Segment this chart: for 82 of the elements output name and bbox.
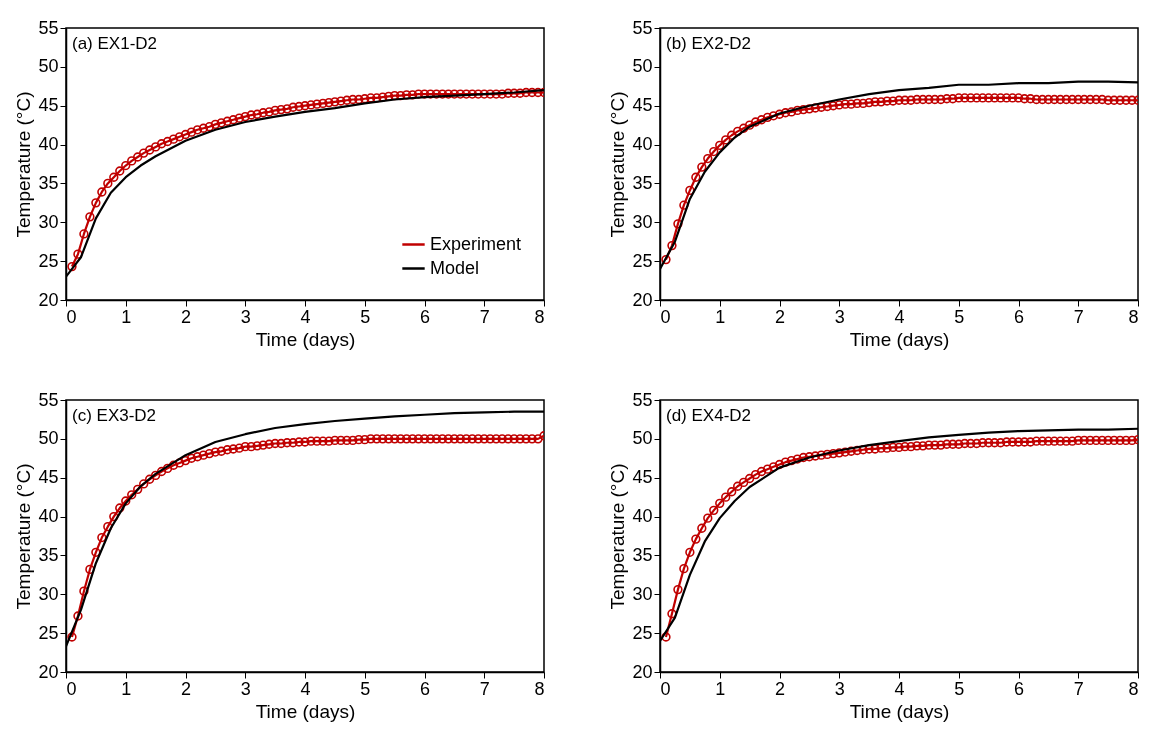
legend-label: Experiment <box>430 233 522 254</box>
y-tick-label: 40 <box>38 134 59 155</box>
y-tick-label: 45 <box>38 467 59 488</box>
y-tick-label: 30 <box>38 583 59 604</box>
x-tick-label: 3 <box>240 306 251 327</box>
y-tick-label: 50 <box>38 56 59 77</box>
y-tick-label: 35 <box>38 172 59 193</box>
x-tick-label: 6 <box>419 306 431 327</box>
y-tick-label: 20 <box>38 289 59 310</box>
x-tick-label: 7 <box>479 678 490 699</box>
y-tick-label: 55 <box>632 17 653 38</box>
x-tick-label: 0 <box>66 306 77 327</box>
x-tick-label: 0 <box>660 306 671 327</box>
y-tick-label: 30 <box>38 211 59 232</box>
x-tick-label: 6 <box>419 678 431 699</box>
y-tick-label: 45 <box>632 95 653 116</box>
x-tick-label: 4 <box>300 306 311 327</box>
x-tick-label: 2 <box>774 306 786 327</box>
x-tick-label: 1 <box>121 678 132 699</box>
x-axis-title: Time (days) <box>255 700 356 722</box>
x-tick-label: 1 <box>715 678 726 699</box>
x-tick-label: 8 <box>534 678 545 699</box>
y-tick-label: 50 <box>632 428 653 449</box>
x-tick-label: 5 <box>360 306 371 327</box>
x-tick-label: 2 <box>774 678 786 699</box>
y-tick-label: 35 <box>632 544 653 565</box>
y-tick-label: 25 <box>38 250 59 271</box>
y-tick-label: 30 <box>632 583 653 604</box>
x-tick-label: 7 <box>479 306 490 327</box>
x-tick-label: 0 <box>660 678 671 699</box>
x-tick-label: 0 <box>66 678 77 699</box>
x-tick-label: 1 <box>121 306 132 327</box>
x-tick-label: 2 <box>180 306 192 327</box>
x-tick-label: 8 <box>1128 678 1139 699</box>
x-tick-label: 4 <box>300 678 311 699</box>
annotation: (d) EX4-D2 <box>666 406 752 425</box>
legend-label: Model <box>430 257 480 278</box>
x-tick-label: 2 <box>180 678 192 699</box>
x-tick-label: 6 <box>1013 678 1025 699</box>
y-tick-label: 20 <box>632 661 653 682</box>
y-tick-label: 40 <box>38 506 59 527</box>
x-tick-label: 4 <box>894 678 905 699</box>
y-axis-title: Temperature (°C) <box>13 463 35 610</box>
y-tick-label: 20 <box>38 661 59 682</box>
y-tick-label: 55 <box>38 389 59 410</box>
x-tick-label: 5 <box>954 678 965 699</box>
y-tick-label: 30 <box>632 211 653 232</box>
y-tick-label: 40 <box>632 134 653 155</box>
x-tick-label: 5 <box>954 306 965 327</box>
y-tick-label: 55 <box>38 17 59 38</box>
y-tick-label: 35 <box>38 544 59 565</box>
y-tick-label: 55 <box>632 389 653 410</box>
annotation: (b) EX2-D2 <box>666 34 752 53</box>
x-axis-title: Time (days) <box>849 328 950 350</box>
y-tick-label: 25 <box>632 622 653 643</box>
y-axis-title: Temperature (°C) <box>607 463 629 610</box>
y-axis-title: Temperature (°C) <box>607 91 629 238</box>
y-tick-label: 35 <box>632 172 653 193</box>
x-tick-label: 3 <box>834 306 845 327</box>
x-tick-label: 6 <box>1013 306 1025 327</box>
y-tick-label: 45 <box>38 95 59 116</box>
y-tick-label: 40 <box>632 506 653 527</box>
x-tick-label: 3 <box>240 678 251 699</box>
y-tick-label: 50 <box>632 56 653 77</box>
x-tick-label: 8 <box>534 306 545 327</box>
y-tick-label: 20 <box>632 289 653 310</box>
x-axis-title: Time (days) <box>255 328 356 350</box>
x-tick-label: 7 <box>1073 306 1084 327</box>
annotation: (c) EX3-D2 <box>72 406 157 425</box>
annotation: (a) EX1-D2 <box>72 34 158 53</box>
y-tick-label: 50 <box>38 428 59 449</box>
x-tick-label: 8 <box>1128 306 1139 327</box>
y-tick-label: 25 <box>632 250 653 271</box>
x-tick-label: 1 <box>715 306 726 327</box>
x-tick-label: 7 <box>1073 678 1084 699</box>
y-tick-label: 45 <box>632 467 653 488</box>
x-tick-label: 3 <box>834 678 845 699</box>
x-tick-label: 4 <box>894 306 905 327</box>
y-axis-title: Temperature (°C) <box>13 91 35 238</box>
x-tick-label: 5 <box>360 678 371 699</box>
y-tick-label: 25 <box>38 622 59 643</box>
x-axis-title: Time (days) <box>849 700 950 722</box>
